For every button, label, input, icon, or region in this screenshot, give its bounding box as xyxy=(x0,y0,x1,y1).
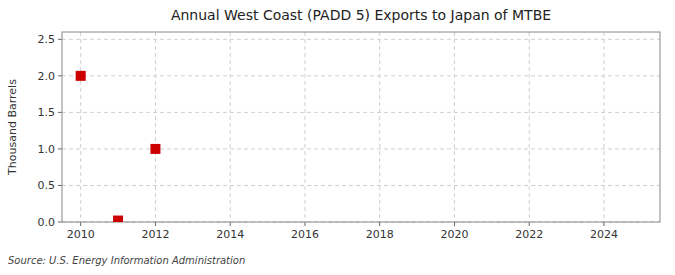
grid-line xyxy=(454,32,455,222)
grid-line xyxy=(304,32,305,222)
tick-mark xyxy=(58,148,62,149)
source: Source: U.S. Energy Information Administ… xyxy=(8,255,245,266)
tick-label: 2024 xyxy=(590,228,618,241)
tick-label: 2020 xyxy=(440,228,468,241)
axis-label: Thousand Barrels xyxy=(6,79,19,176)
grid-line xyxy=(62,112,660,113)
tick-label: 0.5 xyxy=(38,179,56,192)
grid-line xyxy=(62,75,660,76)
grid-line xyxy=(230,32,231,222)
grid-line xyxy=(603,32,604,222)
tick-label: 1.5 xyxy=(38,106,56,119)
tick-label: 2022 xyxy=(515,228,543,241)
points xyxy=(76,71,161,222)
tick-label: 2016 xyxy=(291,228,319,241)
plot-frame xyxy=(62,32,660,222)
tick-mark xyxy=(58,185,62,186)
plot-area xyxy=(62,32,660,222)
tick-mark xyxy=(603,222,604,226)
grid-line xyxy=(80,32,81,222)
tick-label: 2012 xyxy=(141,228,169,241)
tick-mark xyxy=(58,39,62,40)
chart: 2010 2012 2014 2016 2018 2020 2022 2024 0.0 0.5 1.… xyxy=(0,0,675,275)
grid-line xyxy=(379,32,380,222)
grid-line xyxy=(62,39,660,40)
point xyxy=(150,144,160,154)
tick-label: 1.0 xyxy=(38,143,56,156)
point xyxy=(76,71,86,81)
tick-mark xyxy=(58,222,62,223)
tick-mark xyxy=(379,222,380,226)
tick-mark xyxy=(80,222,81,226)
tick-label: 2.5 xyxy=(38,33,56,46)
tick-mark xyxy=(58,112,62,113)
tick-mark xyxy=(529,222,530,226)
grid-line xyxy=(62,185,660,186)
tick-label: 0.0 xyxy=(38,216,56,229)
axes: 2010 2012 2014 2016 2018 2020 2022 2024 0.0 0.5 1.… xyxy=(38,33,618,241)
grid xyxy=(62,32,660,222)
point xyxy=(113,216,123,222)
tick-mark xyxy=(230,222,231,226)
tick-mark xyxy=(155,222,156,226)
tick-mark xyxy=(58,75,62,76)
tick-label: 2010 xyxy=(67,228,95,241)
title: Annual West Coast (PADD 5) Exports to Ja… xyxy=(171,7,551,23)
grid-line xyxy=(529,32,530,222)
tick-mark xyxy=(304,222,305,226)
tick-label: 2018 xyxy=(366,228,394,241)
tick-mark xyxy=(454,222,455,226)
grid-line xyxy=(155,32,156,222)
tick-label: 2.0 xyxy=(38,70,56,83)
tick-label: 2014 xyxy=(216,228,244,241)
